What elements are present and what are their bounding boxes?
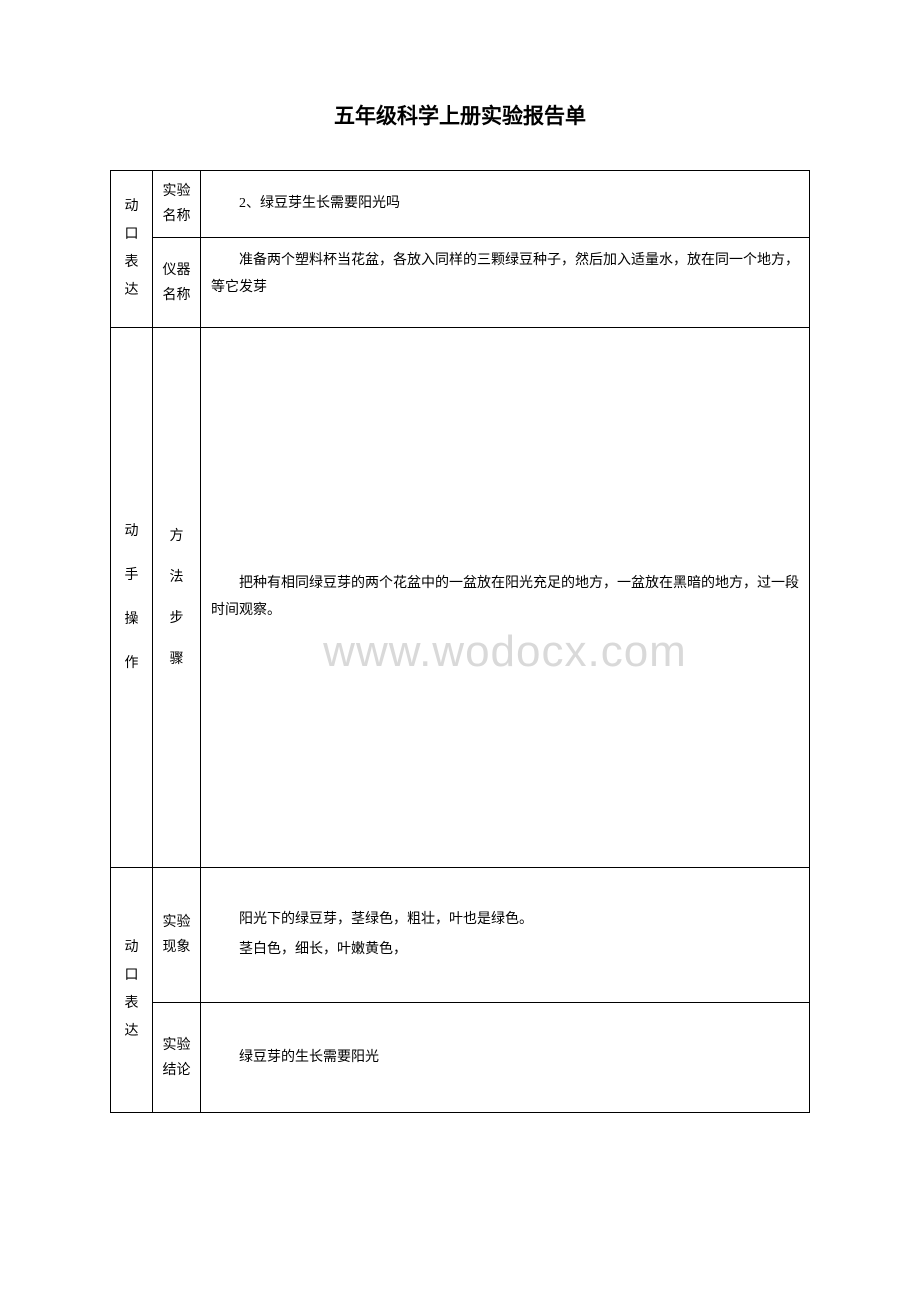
method-char3: 步	[161, 606, 192, 631]
exp-name-text: 2、绿豆芽生长需要阳光吗	[211, 191, 799, 218]
method-text: 把种有相同绿豆芽的两个花盆中的一盆放在阳光充足的地方，一盆放在黑暗的地方，过一段…	[211, 571, 799, 624]
conclusion-value: 绿豆芽的生长需要阳光	[201, 1003, 810, 1113]
section1-char3: 表	[119, 249, 144, 277]
instrument-value: 准备两个塑料杯当花盆，各放入同样的三颗绿豆种子，然后加入适量水，放在同一个地方，…	[201, 238, 810, 328]
exp-name-value: 2、绿豆芽生长需要阳光吗	[201, 171, 810, 238]
section1-char4: 达	[119, 277, 144, 305]
method-char4: 骤	[161, 647, 192, 672]
phenomenon-line1: 阳光下的绿豆芽，茎绿色，粗壮，叶也是绿色。	[211, 907, 799, 934]
phenomenon-value: 阳光下的绿豆芽，茎绿色，粗壮，叶也是绿色。 茎白色，细长，叶嫩黄色，	[201, 868, 810, 1003]
section3-char3: 表	[119, 990, 144, 1018]
experiment-report-table: 动 口 表 达 实验名称 2、绿豆芽生长需要阳光吗 仪器名称 准备两个塑料杯当花…	[110, 170, 810, 1113]
table-row: 动 口 表 达 实验名称 2、绿豆芽生长需要阳光吗	[111, 171, 810, 238]
section2-char2: 手	[119, 562, 144, 590]
method-label: 方 法 步 骤	[153, 328, 201, 868]
section1-char2: 口	[119, 221, 144, 249]
table-row: 动 口 表 达 实验现象 阳光下的绿豆芽，茎绿色，粗壮，叶也是绿色。 茎白色，细…	[111, 868, 810, 1003]
section2-char1: 动	[119, 518, 144, 546]
section-label-2: 动 手 操 作	[111, 328, 153, 868]
table-row: 动 手 操 作 方 法 步 骤 www.wodocx.com 把种有相同绿豆芽的…	[111, 328, 810, 868]
method-char2: 法	[161, 565, 192, 590]
instrument-text: 准备两个塑料杯当花盆，各放入同样的三颗绿豆种子，然后加入适量水，放在同一个地方，…	[211, 248, 799, 301]
conclusion-text: 绿豆芽的生长需要阳光	[211, 1045, 799, 1072]
page-title: 五年级科学上册实验报告单	[110, 100, 810, 130]
phenomenon-label: 实验现象	[153, 868, 201, 1003]
section1-char1: 动	[119, 193, 144, 221]
conclusion-label: 实验结论	[153, 1003, 201, 1113]
section2-char3: 操	[119, 606, 144, 634]
phenomenon-line2: 茎白色，细长，叶嫩黄色，	[211, 937, 799, 964]
section3-char4: 达	[119, 1018, 144, 1046]
method-char1: 方	[161, 524, 192, 549]
section3-char1: 动	[119, 934, 144, 962]
table-row: 仪器名称 准备两个塑料杯当花盆，各放入同样的三颗绿豆种子，然后加入适量水，放在同…	[111, 238, 810, 328]
section3-char2: 口	[119, 962, 144, 990]
exp-name-label: 实验名称	[153, 171, 201, 238]
instrument-label: 仪器名称	[153, 238, 201, 328]
section2-char4: 作	[119, 650, 144, 678]
section-label-3: 动 口 表 达	[111, 868, 153, 1113]
table-row: 实验结论 绿豆芽的生长需要阳光	[111, 1003, 810, 1113]
section-label-1: 动 口 表 达	[111, 171, 153, 328]
method-value: www.wodocx.com 把种有相同绿豆芽的两个花盆中的一盆放在阳光充足的地…	[201, 328, 810, 868]
